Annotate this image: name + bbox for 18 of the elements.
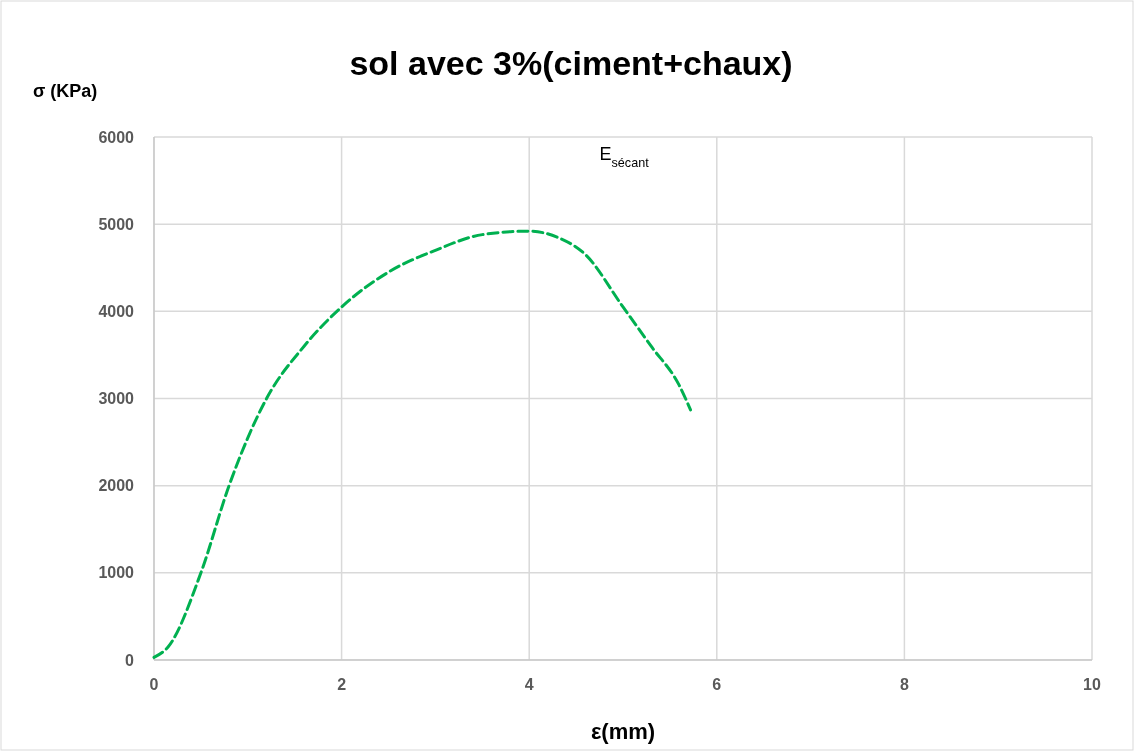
x-tick-label: 2 (337, 676, 347, 693)
y-tick-label: 6000 (98, 128, 135, 146)
y-tick-label: 1000 (98, 564, 135, 582)
chart-title: sol avec 3%(ciment+chaux) (349, 44, 793, 82)
x-tick-label: 10 (1083, 676, 1101, 693)
y-tick-label: 3000 (98, 390, 135, 408)
x-axis-title: ε(mm) (590, 719, 656, 744)
y-tick-label: 0 (125, 651, 135, 669)
y-axis-title: σ (KPa) (33, 81, 98, 101)
y-tick-label: 2000 (98, 477, 135, 495)
line-series (152, 229, 693, 659)
y-tick-label: 4000 (98, 302, 135, 320)
x-tick-label: 8 (899, 676, 909, 693)
x-tick-label: 0 (149, 676, 159, 693)
y-tick-label: 5000 (98, 215, 135, 233)
annotation: E$_{sécant}$ (599, 144, 650, 170)
x-tick-label: 6 (712, 676, 722, 693)
x-tick-label: 4 (524, 676, 534, 693)
